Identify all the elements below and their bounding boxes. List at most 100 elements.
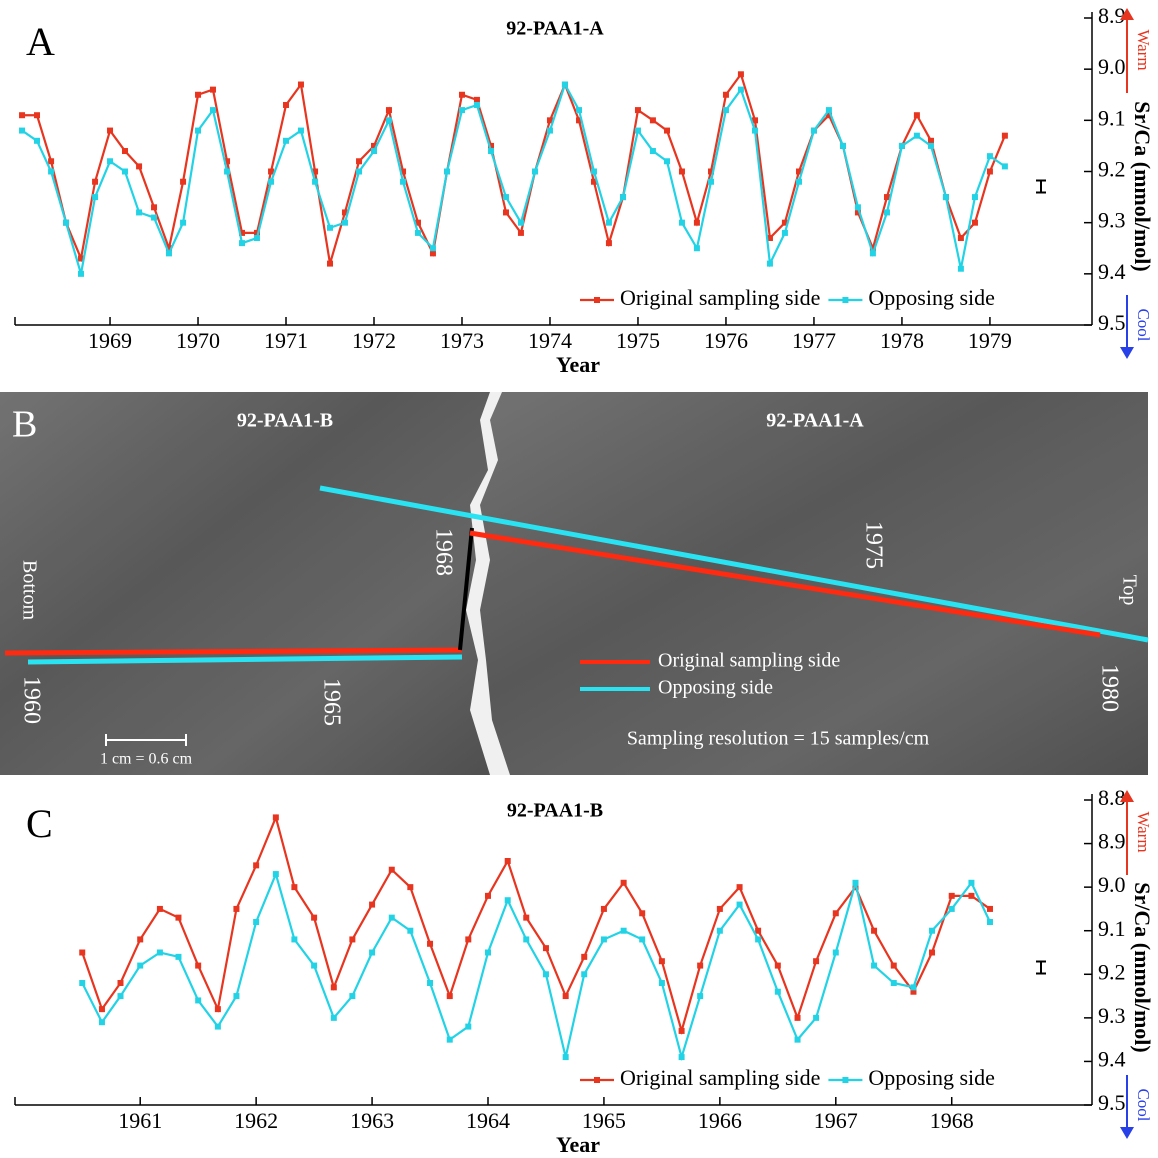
data-point xyxy=(473,101,480,108)
x-tick-label: 1962 xyxy=(234,1108,278,1133)
data-point xyxy=(986,168,993,175)
panel-letter: A xyxy=(26,19,55,64)
data-point xyxy=(371,148,377,155)
data-point xyxy=(121,168,128,175)
data-point xyxy=(33,112,40,119)
y-tick-label: 9.1 xyxy=(1098,105,1126,130)
data-point xyxy=(929,927,936,934)
data-point xyxy=(137,962,144,969)
data-point xyxy=(898,142,905,149)
data-point xyxy=(458,91,465,98)
legend-label: Original sampling side xyxy=(658,650,840,672)
cyan-transect-a xyxy=(319,485,1149,643)
data-point xyxy=(473,96,480,103)
data-point xyxy=(639,936,646,943)
data-point xyxy=(488,142,495,149)
y-tick-label: 9.2 xyxy=(1098,157,1126,182)
year-mark: 1965 xyxy=(318,678,344,726)
data-point xyxy=(942,194,949,201)
data-point xyxy=(697,962,704,969)
cool-label: Cool xyxy=(1134,1088,1153,1121)
red-transect-b xyxy=(4,647,463,656)
data-point xyxy=(883,209,890,216)
data-point xyxy=(195,997,202,1004)
data-point xyxy=(291,936,298,943)
data-point xyxy=(117,993,124,1000)
data-point xyxy=(910,984,917,991)
data-point xyxy=(233,905,240,912)
data-point xyxy=(523,914,530,921)
data-point xyxy=(957,265,964,272)
data-point xyxy=(458,107,465,114)
data-point xyxy=(517,229,524,236)
data-point xyxy=(488,148,495,155)
data-point xyxy=(151,214,158,221)
data-point xyxy=(330,984,337,991)
data-point xyxy=(107,127,114,134)
data-point xyxy=(664,127,671,134)
chart-title: 92-PAA1-A xyxy=(506,18,604,40)
data-point xyxy=(484,949,491,956)
data-point xyxy=(504,858,511,864)
year-mark: 1960 xyxy=(18,676,44,724)
data-point xyxy=(444,168,451,175)
data-point xyxy=(929,949,936,956)
y-tick-label: 9.2 xyxy=(1098,959,1126,984)
x-tick-label: 1961 xyxy=(118,1108,162,1133)
data-point xyxy=(948,892,955,899)
data-point xyxy=(890,980,897,986)
data-point xyxy=(388,914,395,921)
data-point xyxy=(774,962,781,969)
data-point xyxy=(427,940,434,947)
data-point xyxy=(465,1023,472,1030)
data-point xyxy=(268,178,275,185)
data-point xyxy=(678,1027,685,1034)
data-point xyxy=(600,905,607,912)
data-point xyxy=(523,936,530,943)
legend-label: Opposing side xyxy=(868,285,995,310)
data-point xyxy=(708,178,715,185)
cool-label: Cool xyxy=(1134,308,1153,341)
y-tick-label: 9.5 xyxy=(1098,310,1126,335)
data-point xyxy=(678,219,685,226)
data-point xyxy=(813,1014,820,1021)
data-point xyxy=(369,901,376,908)
core-label: 92-PAA1-A xyxy=(766,410,864,432)
y-tick-label: 9.1 xyxy=(1098,916,1126,941)
x-tick-label: 1967 xyxy=(814,1108,858,1133)
y-axis-label: Sr/Ca (mmol/mol) xyxy=(1130,101,1155,271)
data-point xyxy=(971,219,978,226)
data-point xyxy=(755,927,762,934)
data-point xyxy=(311,962,318,969)
data-point xyxy=(869,245,876,252)
data-point xyxy=(385,117,392,124)
data-point xyxy=(716,927,723,934)
legend-label: Opposing side xyxy=(658,677,773,699)
y-tick-label: 8.9 xyxy=(1098,829,1126,854)
data-point xyxy=(913,132,920,139)
x-tick-label: 1978 xyxy=(880,328,924,353)
scale-label: 1 cm = 0.6 cm xyxy=(100,751,193,768)
data-point xyxy=(968,879,975,886)
data-point xyxy=(852,879,859,886)
data-point xyxy=(92,178,99,185)
join-line xyxy=(458,527,474,651)
data-point xyxy=(794,1036,801,1043)
red-transect-a xyxy=(469,530,1101,638)
data-point xyxy=(327,224,334,231)
data-point xyxy=(913,112,920,119)
data-point xyxy=(253,862,260,869)
data-point xyxy=(708,168,715,175)
data-point xyxy=(581,971,588,978)
data-point xyxy=(77,255,84,262)
data-point xyxy=(63,219,70,226)
data-point xyxy=(180,219,187,226)
data-point xyxy=(948,905,955,912)
data-point xyxy=(795,168,802,175)
data-point xyxy=(349,936,356,943)
data-point xyxy=(195,127,202,134)
chart-title: 92-PAA1-B xyxy=(507,800,603,822)
data-point xyxy=(871,927,878,934)
data-point xyxy=(502,209,509,216)
